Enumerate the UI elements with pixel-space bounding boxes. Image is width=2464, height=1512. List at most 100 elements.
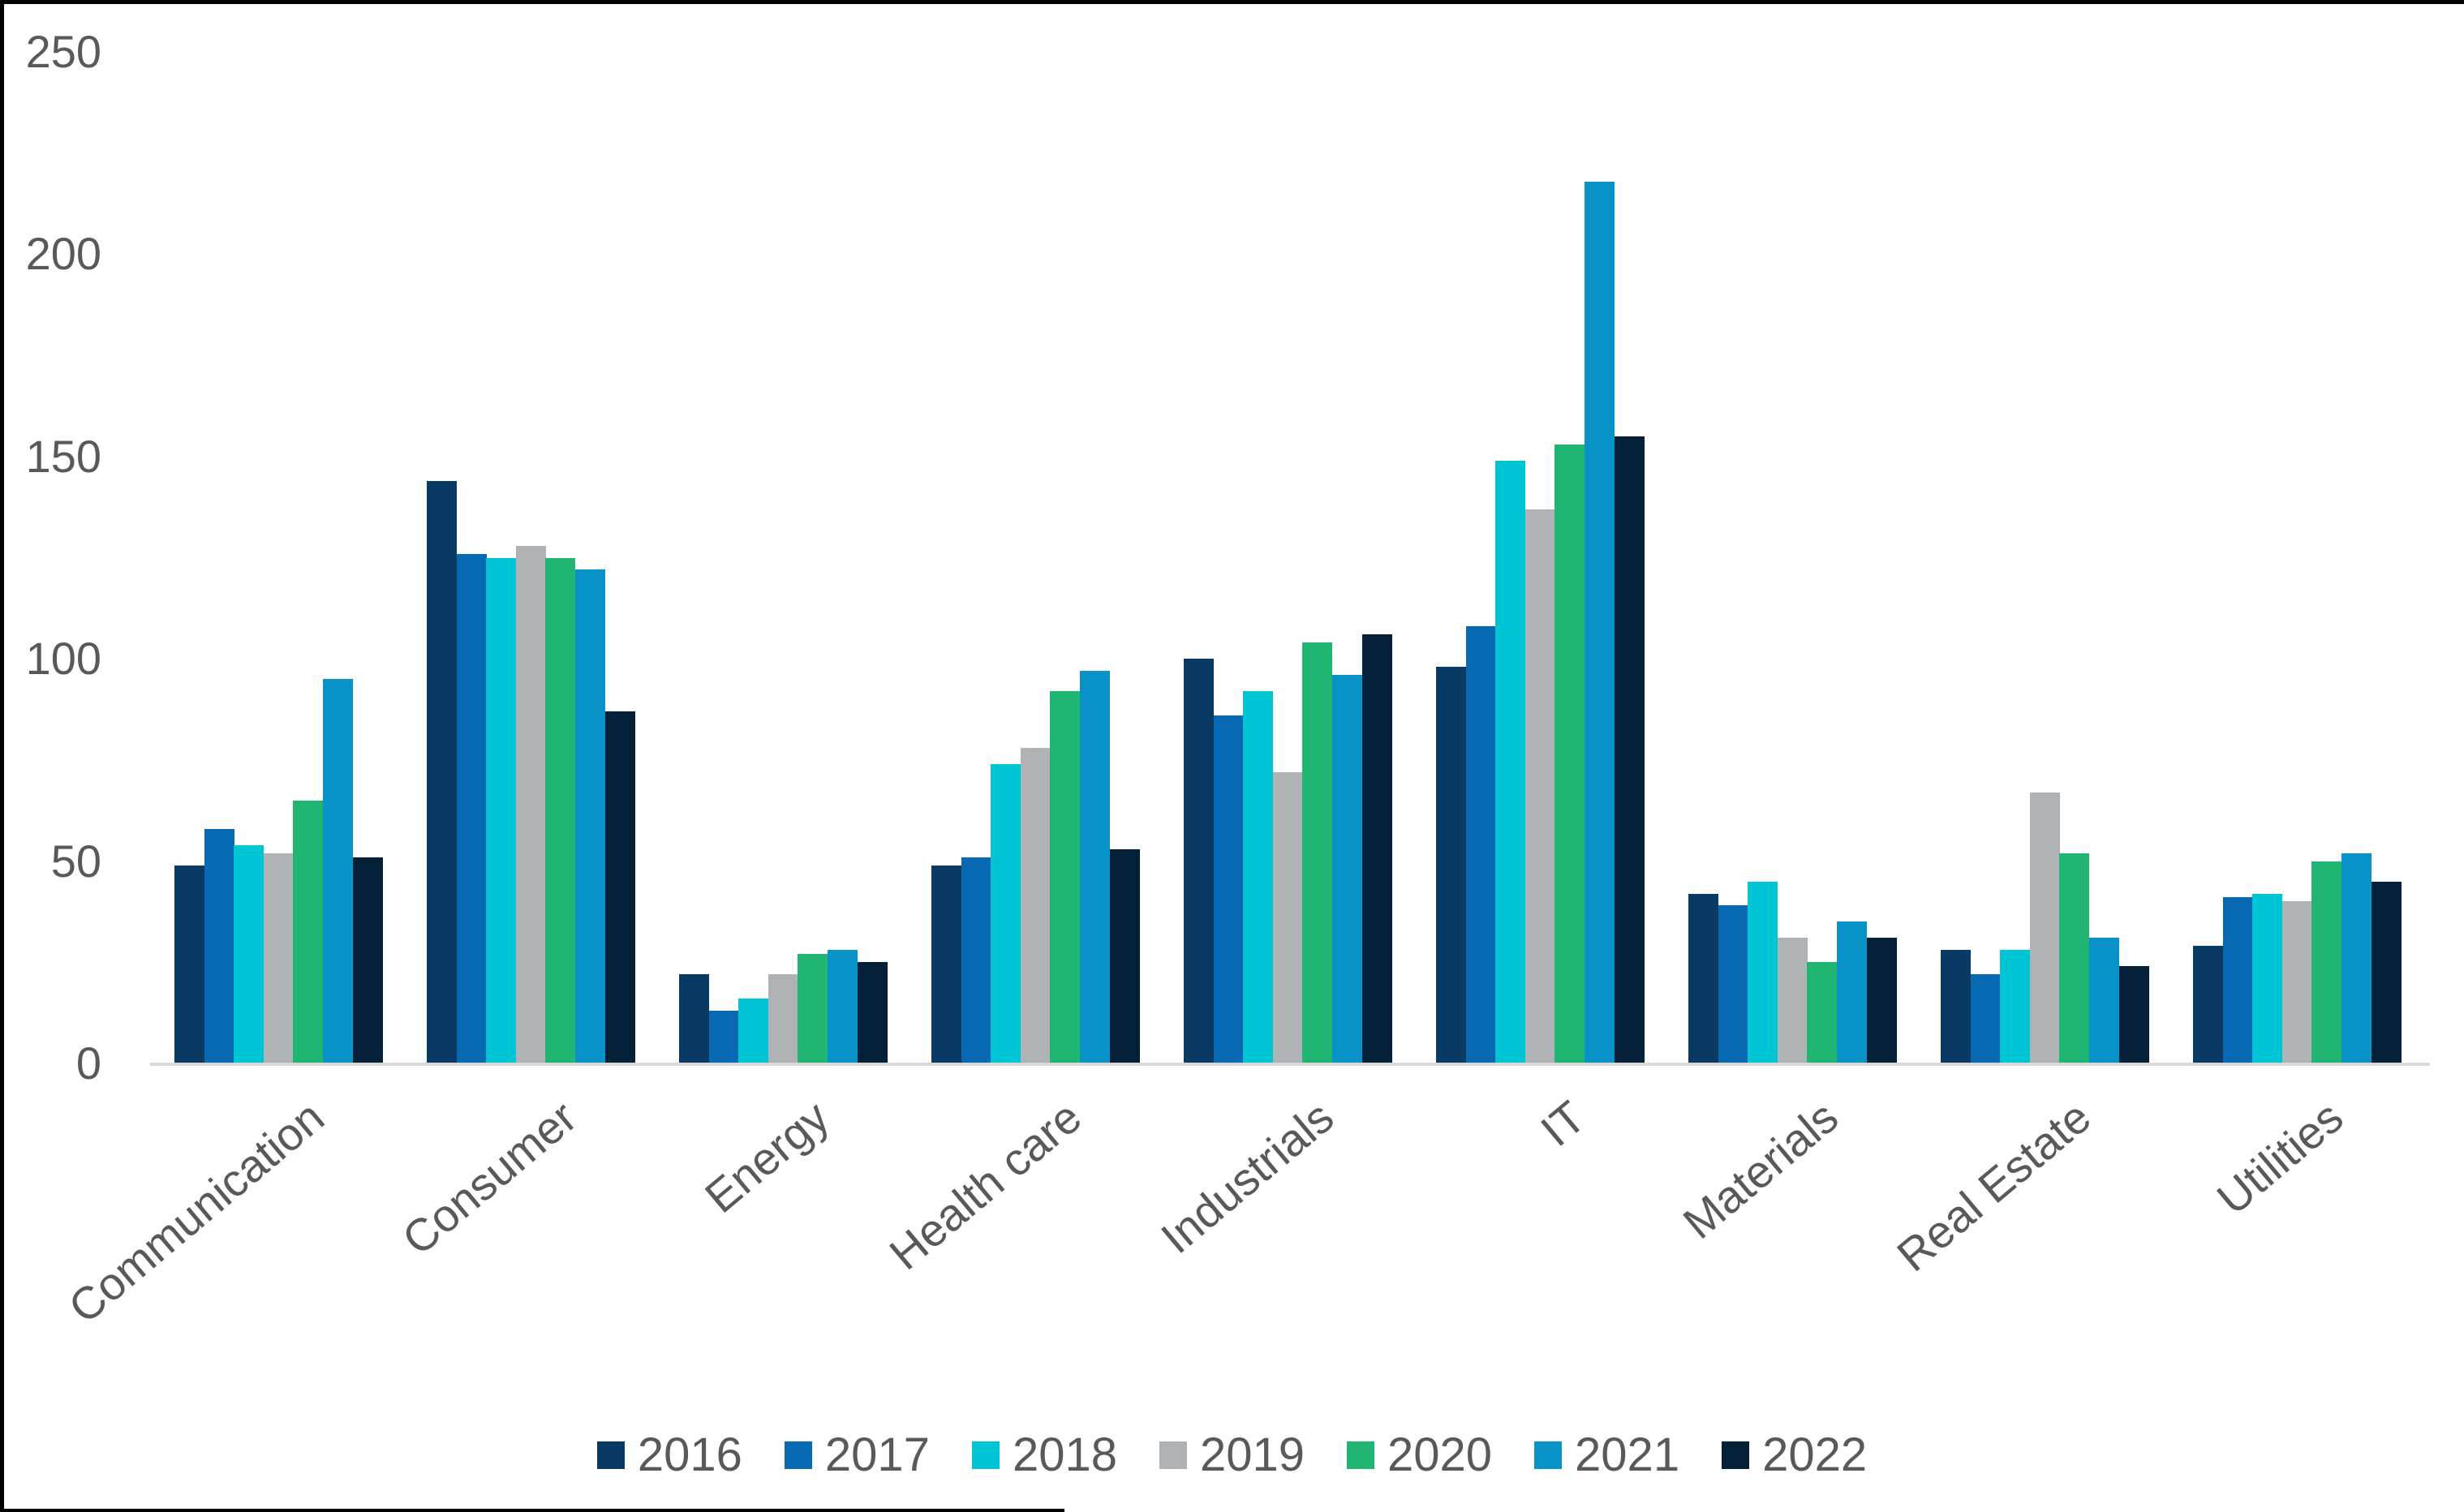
legend-item-2016: 2016 <box>596 1428 742 1481</box>
bar-2019-health-care <box>1020 747 1051 1063</box>
bar-2019-materials <box>1777 938 1808 1063</box>
legend-label: 2017 <box>824 1428 930 1481</box>
y-axis-tick-label: 50 <box>50 835 101 887</box>
frame-border-top <box>0 0 2464 4</box>
legend-swatch-icon <box>784 1441 812 1469</box>
bar-2021-materials <box>1837 921 1868 1063</box>
legend-label: 2016 <box>637 1428 742 1481</box>
legend-label: 2022 <box>1762 1428 1868 1481</box>
legend-swatch-icon <box>1159 1441 1187 1469</box>
x-axis-category-label: Industrials <box>1151 1090 1344 1264</box>
bar-2018-it <box>1495 460 1526 1063</box>
bar-2018-materials <box>1748 881 1778 1063</box>
y-axis-tick-label: 100 <box>25 633 101 685</box>
bar-2020-consumer <box>545 557 576 1063</box>
legend-swatch-icon <box>1534 1441 1563 1469</box>
bar-2016-industrials <box>1184 659 1215 1063</box>
bar-2022-consumer <box>604 711 635 1063</box>
legend-swatch-icon <box>596 1441 625 1469</box>
bar-2022-real-estate <box>2118 966 2149 1063</box>
bar-2020-materials <box>1807 962 1838 1063</box>
legend-item-2019: 2019 <box>1159 1429 1305 1481</box>
bar-2019-industrials <box>1272 771 1303 1063</box>
bar-2021-consumer <box>575 569 606 1063</box>
bar-2018-health-care <box>991 763 1021 1063</box>
bar-2016-it <box>1436 667 1467 1063</box>
legend-swatch-icon <box>1347 1441 1375 1469</box>
bar-2017-real-estate <box>1970 974 2001 1063</box>
bar-2021-real-estate <box>2089 938 2120 1063</box>
bar-2016-consumer <box>427 480 458 1063</box>
bar-2016-materials <box>1688 893 1719 1063</box>
legend-item-2020: 2020 <box>1347 1429 1492 1481</box>
bar-2019-it <box>1524 509 1555 1063</box>
bar-2022-materials <box>1866 938 1897 1063</box>
x-axis-category-label: Materials <box>1673 1090 1848 1249</box>
legend-item-2022: 2022 <box>1722 1429 1867 1481</box>
bar-2016-health-care <box>931 865 962 1063</box>
x-axis-category-label: Consumer <box>392 1090 587 1265</box>
legend-swatch-icon <box>971 1441 1000 1469</box>
bar-2021-industrials <box>1332 675 1363 1063</box>
y-axis-tick-label: 200 <box>25 228 101 280</box>
legend-item-2017: 2017 <box>784 1428 930 1481</box>
bar-2016-utilities <box>2193 946 2224 1063</box>
legend-item-2018: 2018 <box>971 1428 1117 1481</box>
bar-2018-consumer <box>486 557 517 1063</box>
bar-2018-industrials <box>1243 691 1274 1063</box>
bar-2018-utilities <box>2252 893 2283 1063</box>
bar-2020-health-care <box>1050 691 1081 1063</box>
bar-2021-health-care <box>1080 671 1111 1063</box>
x-axis-category-label: IT <box>1531 1090 1596 1157</box>
legend-label: 2018 <box>1012 1428 1117 1481</box>
bar-2017-industrials <box>1213 715 1244 1063</box>
bar-2018-energy <box>738 999 769 1063</box>
bar-2021-utilities <box>2341 853 2372 1063</box>
y-axis-tick-label: 0 <box>75 1037 101 1089</box>
frame-border-bottom-left <box>0 1509 1064 1512</box>
bar-2022-utilities <box>2371 881 2402 1063</box>
bar-2020-it <box>1555 444 1585 1063</box>
bar-2020-industrials <box>1302 642 1333 1063</box>
bar-2017-it <box>1465 626 1496 1063</box>
bar-2022-it <box>1614 436 1645 1063</box>
x-axis-category-label: Utilities <box>2207 1090 2353 1225</box>
bar-2018-communication <box>234 844 264 1063</box>
bar-2017-consumer <box>456 553 487 1063</box>
bar-2022-energy <box>857 962 888 1063</box>
bar-2022-industrials <box>1361 634 1392 1063</box>
bar-2019-utilities <box>2281 901 2312 1063</box>
bar-2017-communication <box>204 828 234 1063</box>
frame-border-left <box>0 0 4 1512</box>
bar-2021-it <box>1585 181 1615 1063</box>
bar-2017-health-care <box>961 857 991 1063</box>
bar-2016-real-estate <box>1941 950 1972 1063</box>
x-axis-category-label: Energy <box>694 1090 839 1223</box>
bar-2022-communication <box>352 857 383 1063</box>
bar-2020-utilities <box>2311 861 2342 1063</box>
x-axis-category-label: Health care <box>879 1090 1091 1280</box>
bar-2021-energy <box>828 950 858 1063</box>
bar-2020-communication <box>293 800 324 1063</box>
bar-2017-materials <box>1718 905 1748 1063</box>
bar-2017-utilities <box>2222 897 2253 1063</box>
y-axis-tick-label: 150 <box>25 430 101 482</box>
bar-2019-energy <box>768 974 798 1063</box>
legend-swatch-icon <box>1722 1441 1750 1469</box>
bar-2019-communication <box>263 853 294 1063</box>
legend-item-2021: 2021 <box>1534 1429 1679 1481</box>
bar-2022-health-care <box>1109 848 1140 1063</box>
legend-label: 2019 <box>1199 1428 1305 1481</box>
legend: 2016 2017 2018 2019 2020 2021 2022 <box>0 1429 2464 1481</box>
x-axis-category-label: Communication <box>58 1090 334 1334</box>
bar-2018-real-estate <box>2000 950 2031 1063</box>
bar-2019-consumer <box>515 545 546 1063</box>
x-axis-category-label: Real Estate <box>1886 1090 2101 1282</box>
x-axis-line <box>150 1063 2430 1066</box>
bar-2019-real-estate <box>2029 792 2060 1063</box>
legend-label: 2020 <box>1387 1428 1493 1481</box>
y-axis-tick-label: 250 <box>25 26 101 77</box>
bar-2016-energy <box>679 974 710 1063</box>
legend-label: 2021 <box>1575 1428 1680 1481</box>
